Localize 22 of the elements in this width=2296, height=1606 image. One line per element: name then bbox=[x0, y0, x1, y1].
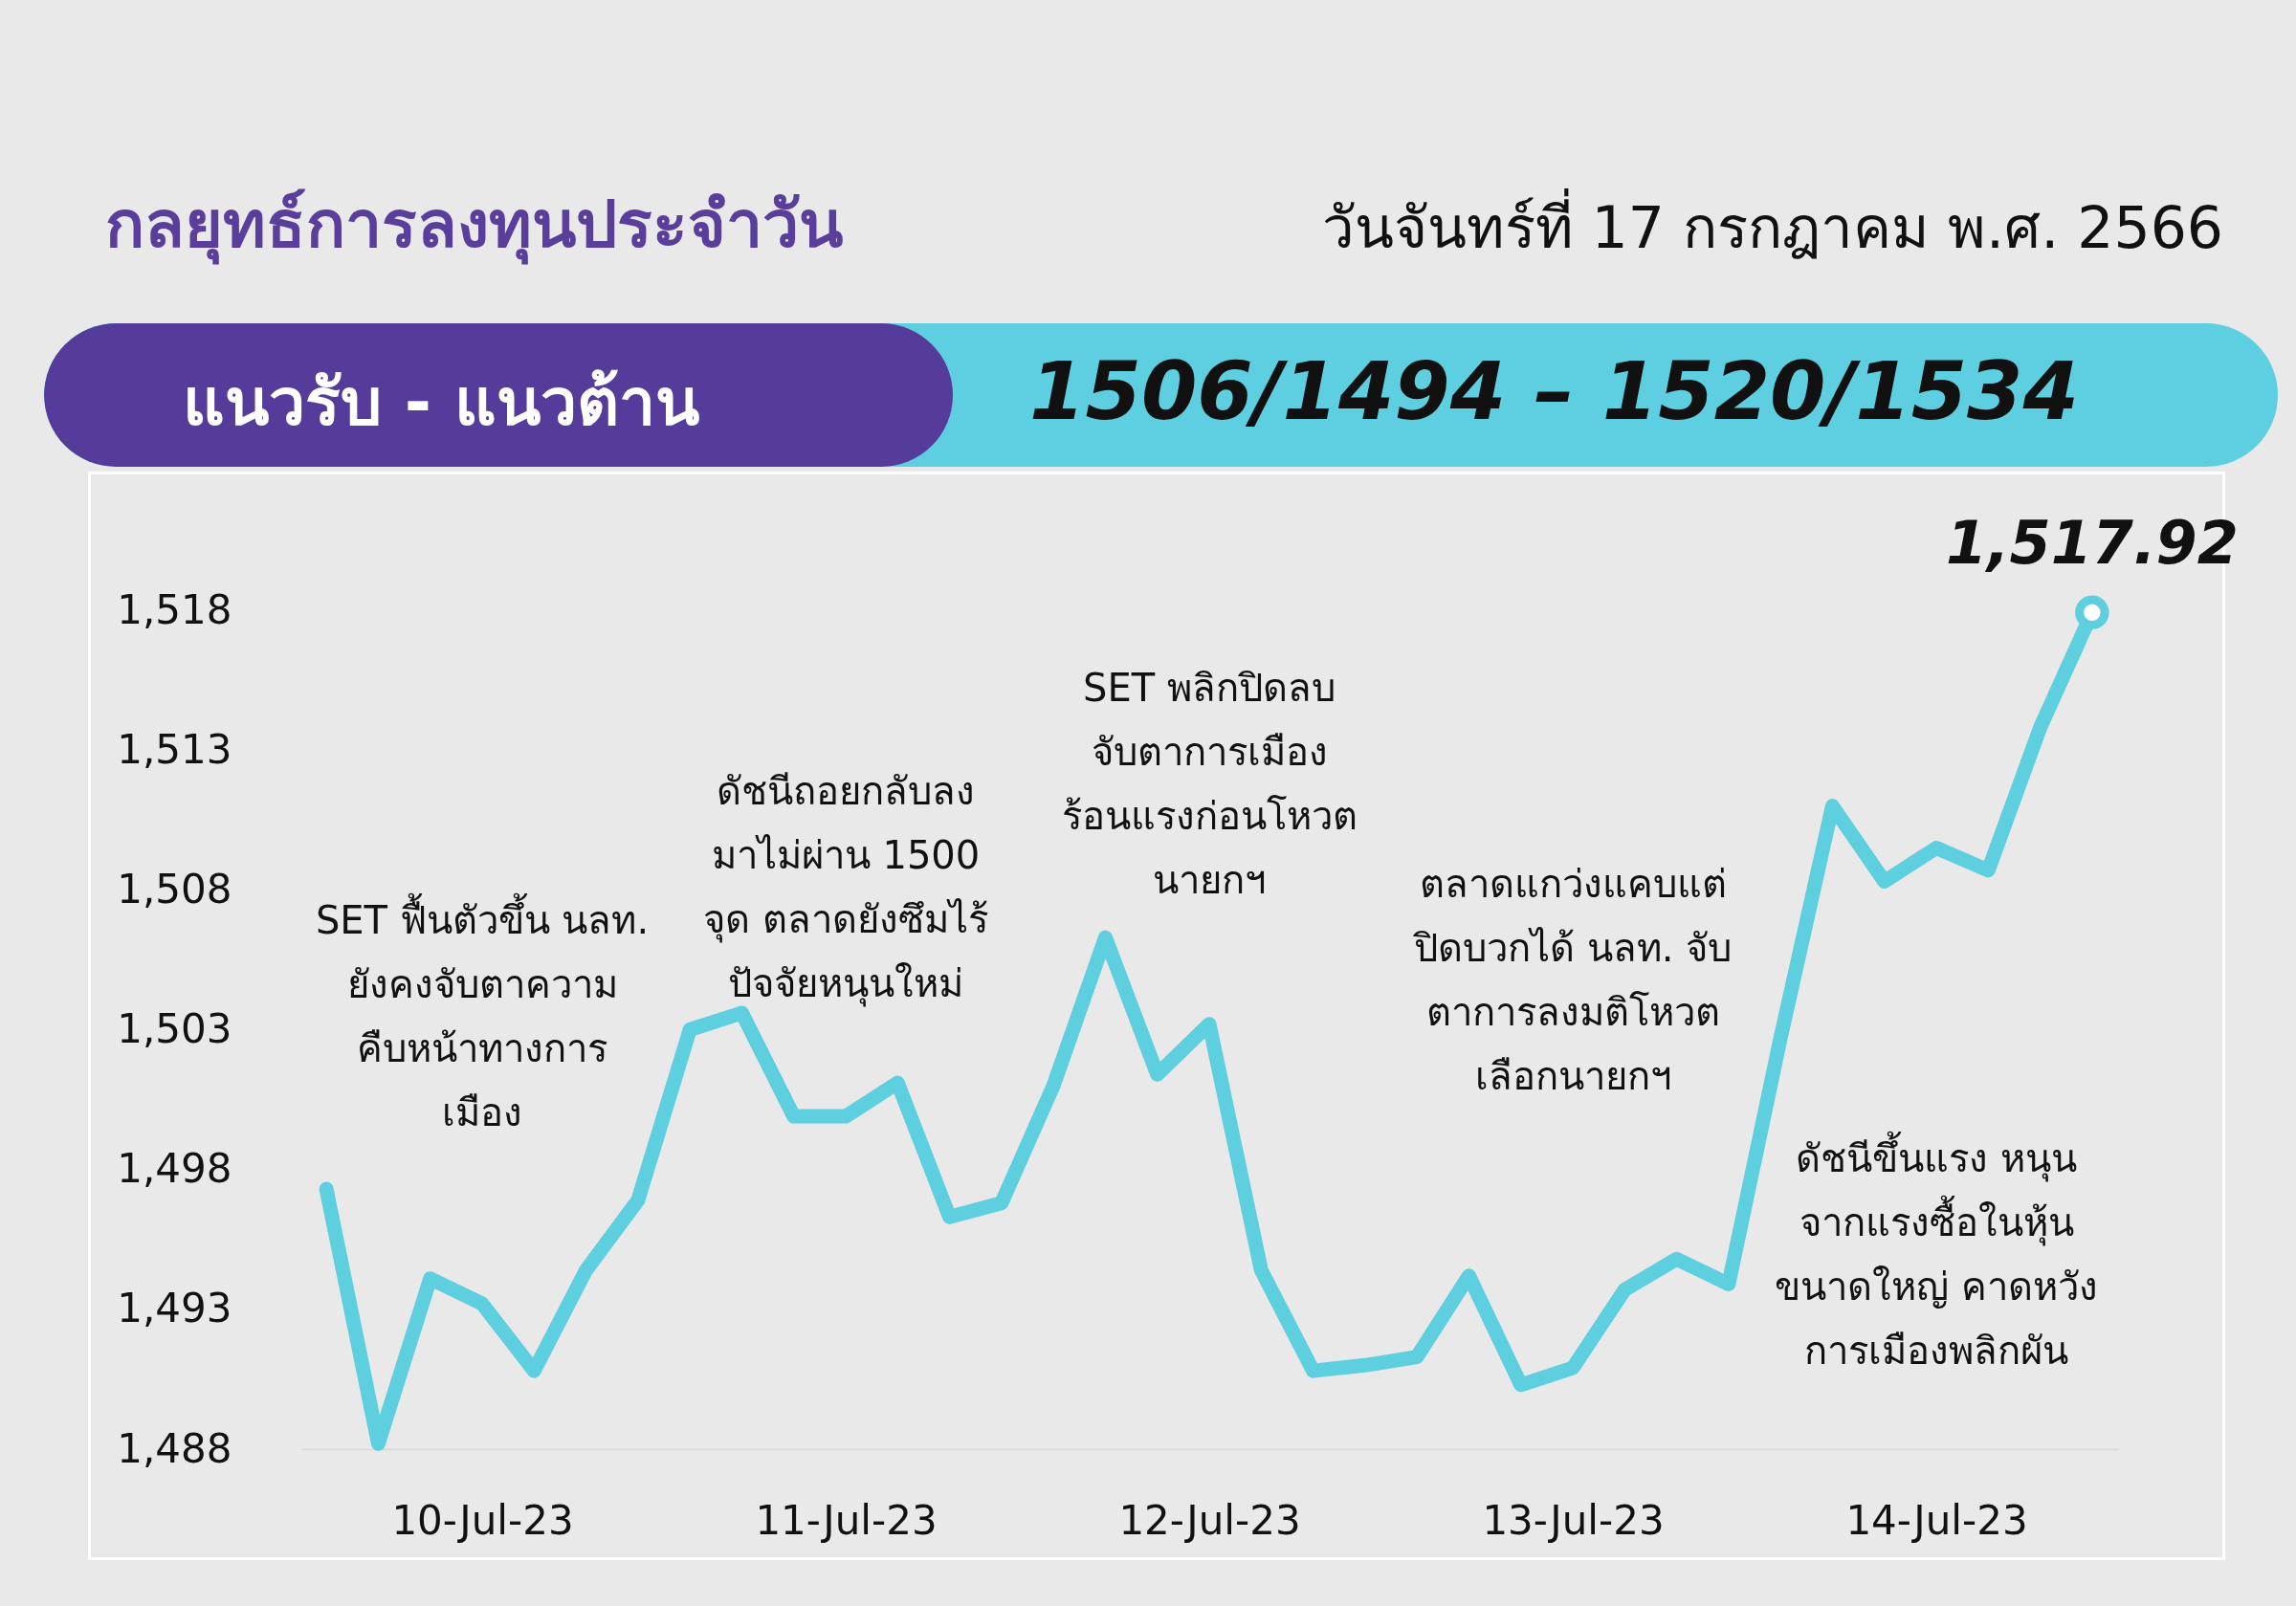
annotation: SET พลิกปิดลบ จับตาการเมือง ร้อนแรงก่อนโหวต นายกฯ bbox=[1061, 666, 1358, 902]
y-tick-label: 1,498 bbox=[117, 1145, 232, 1193]
x-tick-label: 10-Jul-23 bbox=[391, 1496, 574, 1544]
y-tick-label: 1,503 bbox=[117, 1005, 232, 1052]
y-tick-label: 1,518 bbox=[117, 585, 232, 633]
chart-title: กลยุทธ์การลงทุนประจำวัน bbox=[105, 186, 843, 267]
text: 1506/1494 – 1520/1534 bbox=[1029, 344, 2080, 438]
x-tick-label: 11-Jul-23 bbox=[755, 1496, 938, 1544]
x-tick-label: 13-Jul-23 bbox=[1482, 1496, 1665, 1544]
x-tick-label: 14-Jul-23 bbox=[1845, 1496, 2028, 1544]
y-tick-label: 1,513 bbox=[117, 725, 232, 773]
annotation: ดัชนีขึ้นแรง หนุน จากแรงซื้อในหุ้น ขนาดใหญ่ คาดหวัง การเมืองพลิกผัน bbox=[1775, 1131, 2098, 1373]
text: แนวรับ - แนวต้าน bbox=[183, 363, 699, 442]
chart-subtitle: วันจันทร์ที่ 17 กรกฎาคม พ.ศ. 2566 bbox=[1321, 187, 2223, 263]
y-tick-label: 1,508 bbox=[117, 865, 232, 913]
y-tick-label: 1,488 bbox=[117, 1424, 232, 1472]
annotation: ดัชนีถอยกลับลง มาไม่ผ่าน 1500 จุด ตลาดยังซึมไร้ ปัจจัยหนุนใหม่ bbox=[703, 769, 988, 1007]
data-label: 1,517.92 bbox=[1945, 508, 2239, 579]
y-tick-label: 1,493 bbox=[117, 1285, 232, 1332]
annotation: ตลาดแกว่งแคบแต่ ปิดบวกได้ นลท. จับ ตาการลงมติโหวต เลือกนายกฯ bbox=[1412, 862, 1733, 1098]
annotation: SET ฟื้นตัวขึ้น นลท. ยังคงจับตาความ คืบหน้าทางการ เมือง bbox=[315, 892, 650, 1134]
x-tick-label: 12-Jul-23 bbox=[1118, 1496, 1301, 1544]
